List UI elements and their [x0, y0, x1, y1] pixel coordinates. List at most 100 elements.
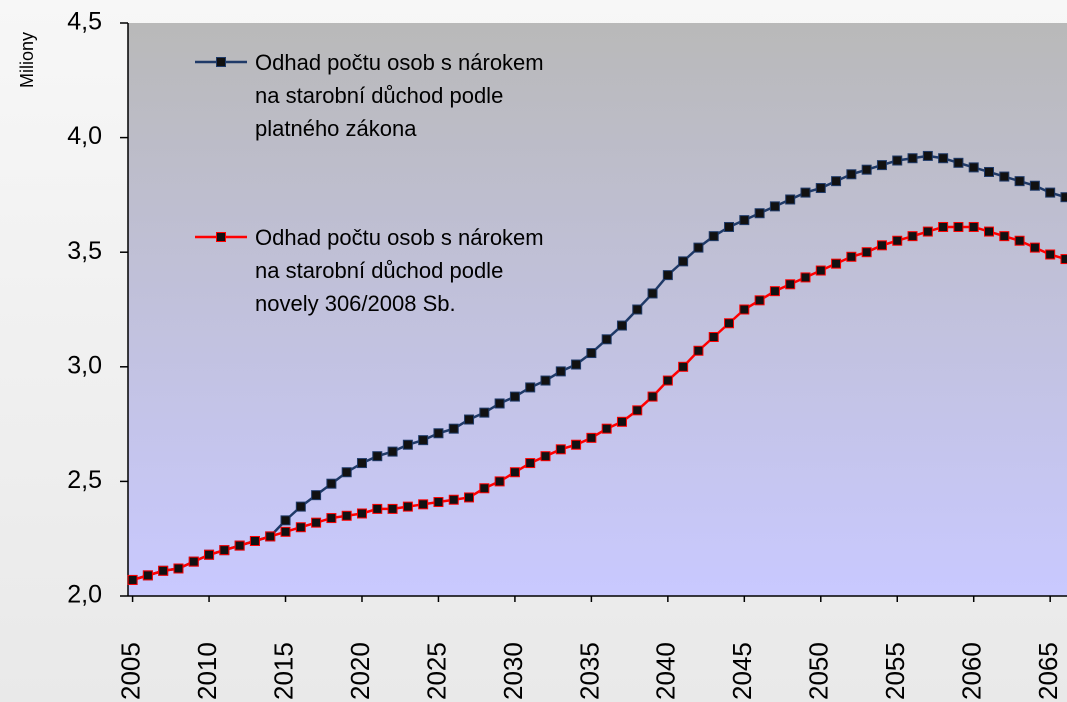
x-tick-label: 2065: [1033, 642, 1063, 700]
marker: [479, 407, 490, 418]
marker: [693, 345, 704, 356]
y-tick-label: 2,0: [67, 581, 102, 609]
x-tick-label: 2030: [498, 642, 528, 700]
marker: [418, 435, 429, 446]
marker: [418, 499, 429, 510]
marker: [479, 483, 490, 494]
marker: [311, 490, 322, 501]
x-tick-label: 2005: [115, 642, 145, 700]
marker: [724, 318, 735, 329]
marker: [326, 478, 337, 489]
marker: [739, 215, 750, 226]
x-tick-label: 2040: [651, 642, 681, 700]
marker: [295, 501, 306, 512]
marker: [815, 183, 826, 194]
marker: [616, 320, 627, 331]
x-tick-label: 2055: [880, 642, 910, 700]
marker: [846, 251, 857, 262]
marker: [632, 405, 643, 416]
marker: [326, 513, 337, 524]
marker: [754, 295, 765, 306]
marker: [907, 231, 918, 242]
marker: [907, 153, 918, 164]
marker: [785, 279, 796, 290]
y-tick-label: 2,5: [67, 466, 102, 494]
marker: [968, 221, 979, 232]
marker: [433, 497, 444, 508]
marker: [662, 270, 673, 281]
marker: [984, 166, 995, 177]
marker: [127, 574, 138, 585]
marker: [219, 545, 230, 556]
marker: [586, 432, 597, 443]
legend-swatch-marker: [216, 232, 226, 242]
marker: [525, 458, 536, 469]
marker: [999, 231, 1010, 242]
marker: [1045, 187, 1056, 198]
marker: [372, 503, 383, 514]
marker: [356, 508, 367, 519]
marker: [1014, 176, 1025, 187]
marker: [509, 467, 520, 478]
marker: [785, 194, 796, 205]
marker: [571, 359, 582, 370]
marker: [769, 201, 780, 212]
marker: [158, 565, 169, 576]
marker: [999, 171, 1010, 182]
x-tick-label: 2050: [804, 642, 834, 700]
x-tick-label: 2020: [345, 642, 375, 700]
marker: [800, 187, 811, 198]
marker: [831, 258, 842, 269]
plot-area: [128, 23, 1067, 596]
marker: [861, 164, 872, 175]
marker: [647, 288, 658, 299]
marker: [1029, 180, 1040, 191]
marker: [571, 439, 582, 450]
marker: [1060, 254, 1067, 265]
marker: [1045, 249, 1056, 260]
marker: [861, 247, 872, 258]
marker: [922, 150, 933, 161]
x-tick-label: 2060: [957, 642, 987, 700]
marker: [769, 286, 780, 297]
marker: [1060, 192, 1067, 203]
marker: [586, 348, 597, 359]
marker: [708, 332, 719, 343]
marker: [494, 476, 505, 487]
marker: [204, 549, 215, 560]
marker: [876, 160, 887, 171]
y-tick-label: 3,0: [67, 351, 102, 379]
marker: [555, 444, 566, 455]
y-tick-label: 4,0: [67, 122, 102, 150]
marker: [938, 153, 949, 164]
legend-label: Odhad počtu osob s nárokem na starobní d…: [255, 225, 544, 316]
marker: [509, 391, 520, 402]
marker: [984, 226, 995, 237]
marker: [754, 208, 765, 219]
marker: [708, 231, 719, 242]
legend-label: Odhad počtu osob s nárokem na starobní d…: [255, 50, 544, 141]
marker: [724, 221, 735, 232]
marker: [938, 221, 949, 232]
marker: [341, 510, 352, 521]
marker: [402, 439, 413, 450]
marker: [402, 501, 413, 512]
x-tick-label: 2025: [421, 642, 451, 700]
marker: [601, 334, 612, 345]
marker: [540, 451, 551, 462]
y-axis-label: Miliony: [17, 32, 37, 88]
marker: [448, 423, 459, 434]
marker: [846, 169, 857, 180]
marker: [525, 382, 536, 393]
marker: [953, 157, 964, 168]
marker: [616, 416, 627, 427]
marker: [494, 398, 505, 409]
marker: [433, 428, 444, 439]
x-tick-label: 2010: [192, 642, 222, 700]
marker: [540, 375, 551, 386]
marker: [387, 446, 398, 457]
marker: [968, 162, 979, 173]
marker: [173, 563, 184, 574]
marker: [892, 235, 903, 246]
marker: [876, 240, 887, 251]
